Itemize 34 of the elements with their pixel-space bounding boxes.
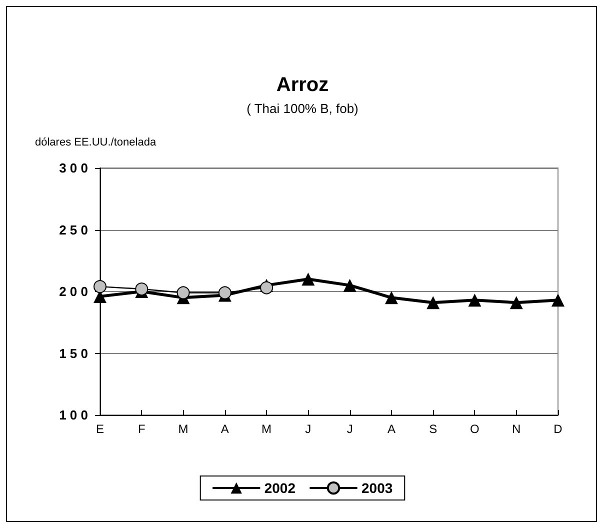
x-tick-label: M <box>262 422 272 436</box>
x-tick-label: M <box>178 422 188 436</box>
y-tick-label: 1 0 0 <box>59 408 88 422</box>
point <box>260 281 274 294</box>
x-tick-label: A <box>387 422 396 436</box>
y-axis-title: dólares EE.UU./tonelada <box>35 136 157 148</box>
chart-title: Arroz <box>276 74 329 96</box>
point <box>468 294 482 307</box>
x-tick-label: J <box>305 422 312 436</box>
point <box>302 272 315 286</box>
x-tick-label: N <box>512 422 521 436</box>
x-tick-label: A <box>220 422 229 436</box>
y-tick-label: 1 5 0 <box>59 346 88 361</box>
y-tick-label: 2 0 0 <box>59 284 88 299</box>
x-tick-label: S <box>429 422 438 436</box>
point <box>176 286 190 300</box>
point <box>94 280 106 294</box>
point <box>218 286 232 300</box>
legend-label: 2002 <box>264 480 296 496</box>
point <box>343 278 356 292</box>
y-tick-label: 2 5 0 <box>59 222 88 238</box>
point <box>426 296 440 310</box>
x-tick-label: J <box>346 422 353 436</box>
x-tick-label: O <box>470 422 480 436</box>
point <box>384 291 398 304</box>
point <box>135 282 148 296</box>
point <box>510 296 523 310</box>
x-tick-label: E <box>96 422 104 436</box>
point <box>552 294 564 307</box>
chart-subtitle: ( Thai 100% B, fob) <box>246 101 358 116</box>
x-tick-label: D <box>554 422 563 436</box>
y-tick-label: 3 0 0 <box>59 160 88 176</box>
x-tick-label: F <box>138 422 146 436</box>
legend-label: 2003 <box>362 480 393 496</box>
